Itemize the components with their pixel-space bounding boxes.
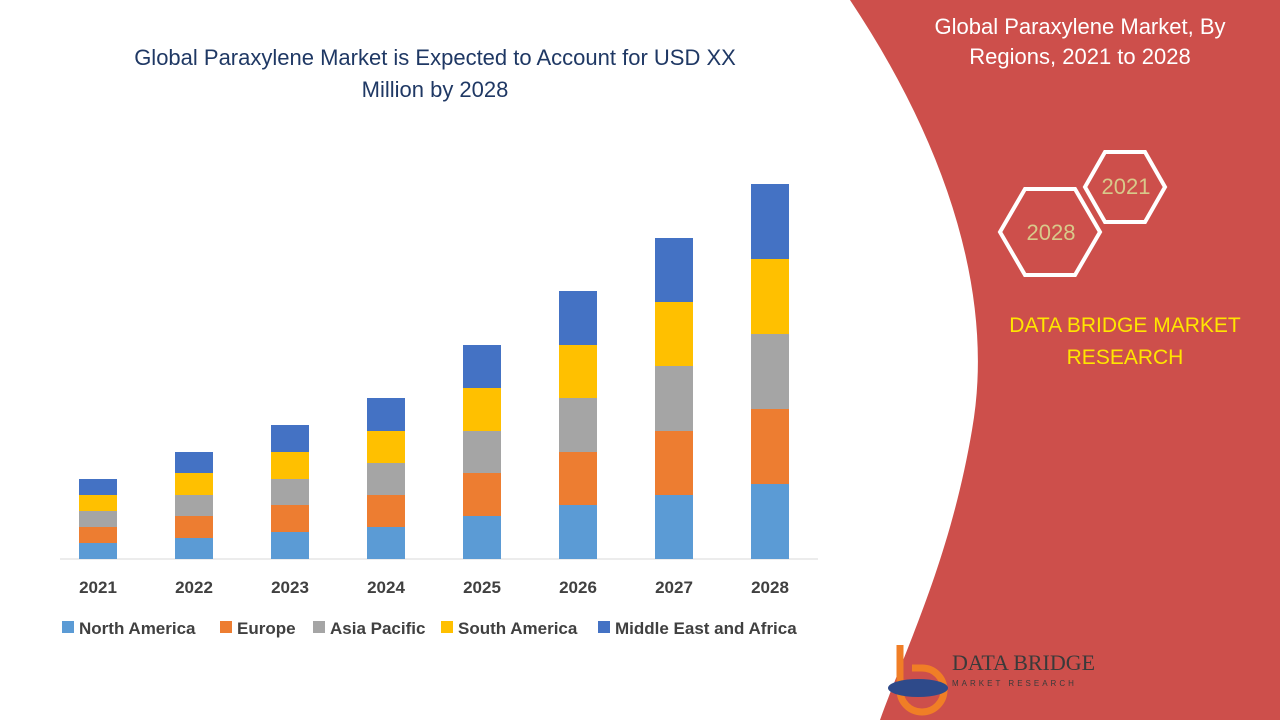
bar-segment (655, 431, 693, 495)
x-tick-label: 2022 (175, 578, 213, 597)
legend-label: Europe (237, 619, 296, 638)
bar-segment (271, 479, 309, 505)
x-tick-label: 2023 (271, 578, 309, 597)
bar-segment (367, 495, 405, 527)
x-tick-label: 2025 (463, 578, 501, 597)
bar-segment (655, 366, 693, 431)
bar-segment (175, 516, 213, 538)
bar-segment (655, 302, 693, 366)
bar-segment (79, 479, 117, 495)
bar-segment (751, 259, 789, 334)
x-tick-label: 2021 (79, 578, 117, 597)
logo-mark (896, 645, 948, 716)
legend-swatch (598, 621, 610, 633)
bar-segment (79, 495, 117, 511)
legend-swatch (220, 621, 232, 633)
bar-segment (751, 184, 789, 259)
bar-segment (271, 532, 309, 559)
bar-segment (367, 463, 405, 495)
legend-label: Asia Pacific (330, 619, 425, 638)
bar-segment (751, 409, 789, 484)
bar-segment (175, 538, 213, 559)
hexagon (1082, 150, 1168, 224)
bar-segment (175, 452, 213, 473)
bar-segment (559, 291, 597, 345)
legend-swatch (313, 621, 325, 633)
hexagon-label: 2028 (1027, 220, 1076, 245)
bar-segment (175, 473, 213, 495)
legend-swatch (441, 621, 453, 633)
bar-segment (559, 345, 597, 398)
logo-mark (888, 679, 948, 697)
side-background (850, 0, 1280, 720)
bar-segment (271, 452, 309, 479)
bar-segment (559, 452, 597, 505)
x-tick-label: 2028 (751, 578, 789, 597)
bar-segment (367, 527, 405, 559)
bar-segment (79, 543, 117, 559)
bar-segment (463, 388, 501, 431)
bar-segment (655, 495, 693, 559)
logo-tagline: MARKET RESEARCH (952, 679, 1077, 688)
brand: DATA BRIDGE MARKET RESEARCH (1009, 314, 1241, 369)
bar-segment (271, 505, 309, 532)
bar-segment (271, 425, 309, 452)
bar-segment (559, 505, 597, 559)
legend-swatch (62, 621, 74, 633)
bar-segment (79, 511, 117, 527)
bar-segment (463, 345, 501, 388)
bar-segment (367, 431, 405, 463)
bar-segment (79, 527, 117, 543)
chart-title: Global Paraxylene Market is Expected to … (134, 45, 736, 102)
bar-segment (751, 484, 789, 559)
bar-segment (655, 238, 693, 302)
legend-label: South America (458, 619, 578, 638)
logo: DATA BRIDGE MARKET RESEARCH (888, 645, 1095, 716)
bar-segment (367, 398, 405, 431)
bar-segment (463, 473, 501, 516)
side-heading: Global Paraxylene Market, By Regions, 20… (934, 14, 1226, 69)
x-tick-label: 2026 (559, 578, 597, 597)
bar-segment (463, 431, 501, 473)
x-tick-label: 2024 (367, 578, 405, 597)
hexagon-label: 2021 (1102, 174, 1151, 199)
bar-segment (175, 495, 213, 516)
bar-segment (751, 334, 789, 409)
legend-label: North America (79, 619, 196, 638)
logo-name: DATA BRIDGE (952, 650, 1095, 675)
x-tick-label: 2027 (655, 578, 693, 597)
bar-segment (463, 516, 501, 559)
hexagon (997, 187, 1103, 277)
legend-label: Middle East and Africa (615, 619, 797, 638)
bar-segment (559, 398, 597, 452)
